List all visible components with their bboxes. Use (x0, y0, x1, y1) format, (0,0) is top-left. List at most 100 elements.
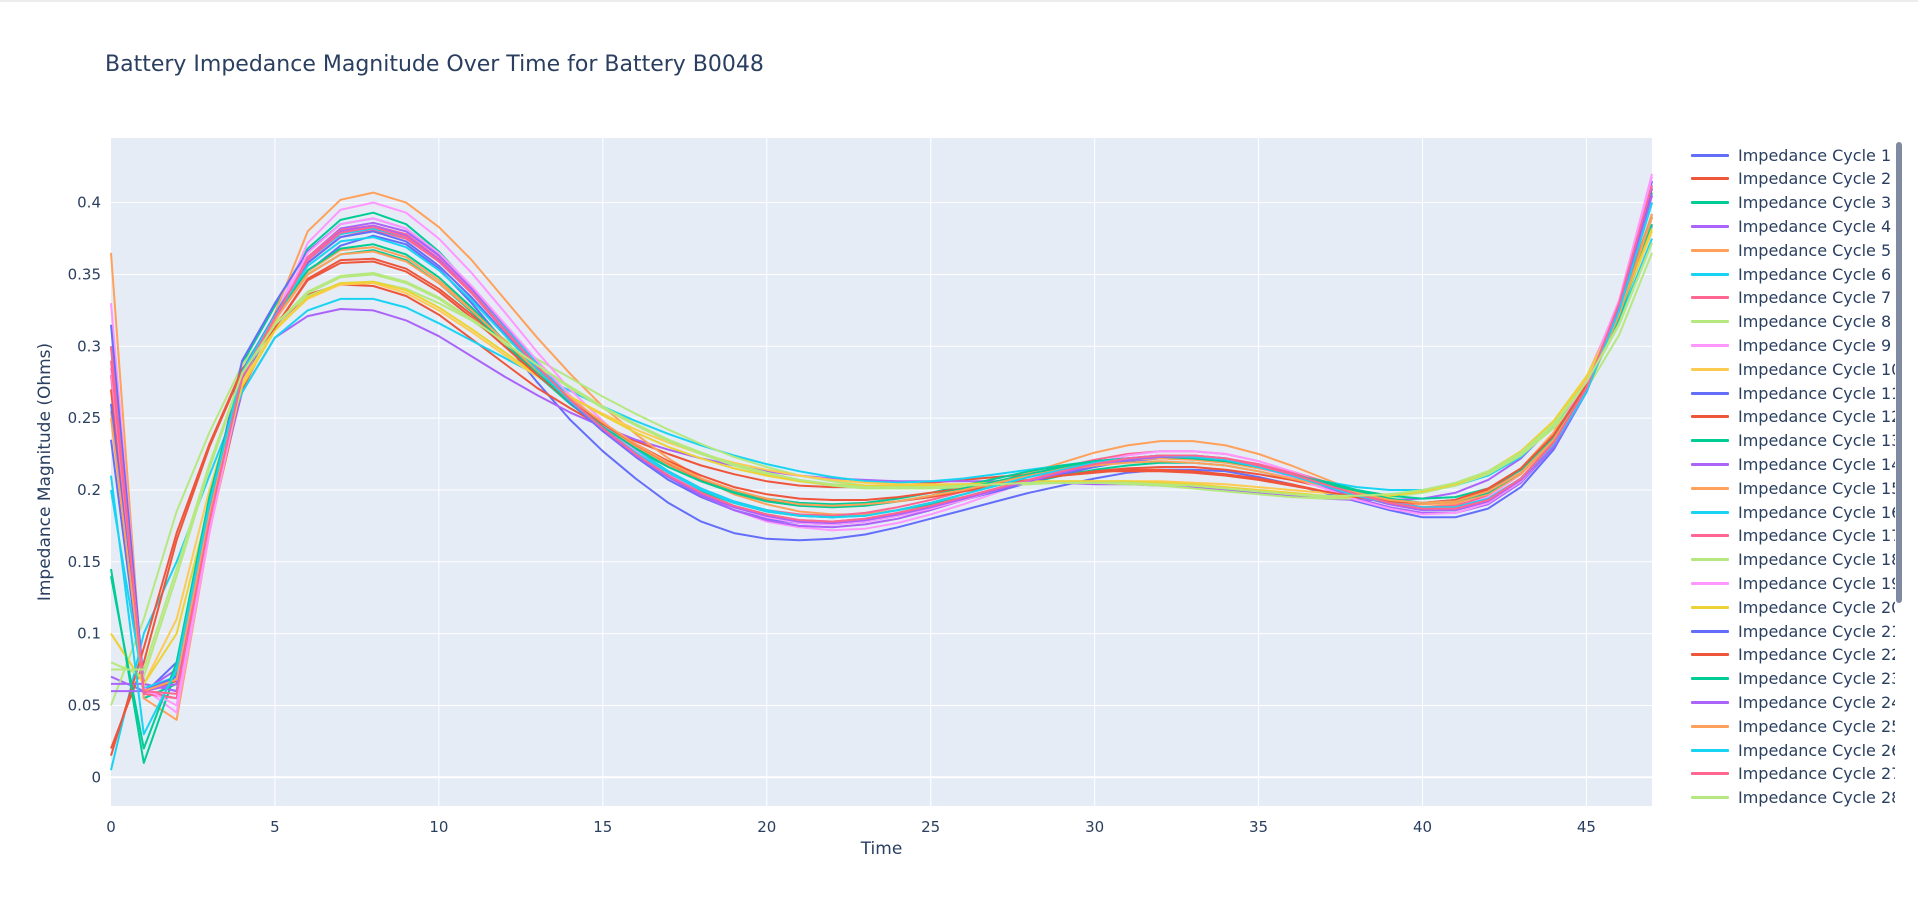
x-tick-label: 45 (1577, 818, 1596, 836)
legend-swatch (1691, 510, 1729, 514)
legend-swatch (1691, 415, 1729, 419)
legend: Impedance Cycle 1 Impedance Cycle 2 Impeda… (1680, 140, 1895, 820)
legend-item-cycle-8[interactable]: Impedance Cycle 8 (1680, 310, 1891, 334)
legend-swatch (1691, 534, 1729, 538)
legend-label: Impedance Cycle 26 (1738, 740, 1895, 760)
legend-swatch (1691, 248, 1729, 252)
legend-swatch (1691, 724, 1729, 728)
legend-label: Impedance Cycle 20 (1738, 597, 1895, 617)
legend-label: Impedance Cycle 4 (1738, 216, 1892, 236)
y-tick-label: 0 (91, 768, 101, 786)
legend-label: Impedance Cycle 10 (1738, 359, 1895, 379)
legend-item-cycle-14[interactable]: Impedance Cycle 14 (1680, 452, 1895, 476)
series-line-cycle-28[interactable] (111, 242, 1653, 671)
x-tick-labels: 0 5 10 15 20 25 30 35 40 45 (106, 818, 1596, 836)
legend-item-cycle-21[interactable]: Impedance Cycle 21 (1680, 619, 1895, 643)
legend-label: Impedance Cycle 13 (1738, 431, 1895, 451)
series-line-cycle-25[interactable] (110, 216, 1653, 693)
legend-item-cycle-27[interactable]: Impedance Cycle 27 (1680, 762, 1895, 786)
series-line-cycle-22[interactable] (110, 216, 1653, 756)
legend-label: Impedance Cycle 1 (1738, 145, 1892, 165)
legend-label: Impedance Cycle 21 (1738, 621, 1895, 641)
legend-item-cycle-6[interactable]: Impedance Cycle 6 (1680, 262, 1891, 286)
legend-label: Impedance Cycle 23 (1738, 669, 1895, 689)
legend-item-cycle-19[interactable]: Impedance Cycle 19 (1680, 571, 1895, 595)
legend-swatch (1691, 272, 1729, 276)
legend-swatch (1691, 177, 1729, 181)
legend-swatch (1691, 296, 1729, 300)
y-tick-label: 0.2 (77, 481, 101, 499)
legend-item-cycle-16[interactable]: Impedance Cycle 16 (1680, 500, 1895, 524)
legend-item-cycle-28[interactable]: Impedance Cycle 28 (1680, 786, 1895, 810)
series-line-cycle-20[interactable] (110, 228, 1653, 685)
legend-item-cycle-26[interactable]: Impedance Cycle 26 (1680, 738, 1895, 762)
series-line-cycle-19[interactable] (110, 176, 1653, 707)
y-tick-label: 0.05 (68, 696, 101, 714)
legend-item-cycle-18[interactable]: Impedance Cycle 18 (1680, 548, 1895, 572)
legend-item-cycle-11[interactable]: Impedance Cycle 11 (1680, 381, 1895, 405)
x-tick-label: 40 (1413, 818, 1432, 836)
y-tick-label: 0.1 (77, 625, 101, 643)
legend-label: Impedance Cycle 19 (1738, 573, 1895, 593)
y-tick-label: 0.25 (68, 409, 101, 427)
legend-item-cycle-5[interactable]: Impedance Cycle 5 (1680, 238, 1891, 262)
legend-item-cycle-1[interactable]: Impedance Cycle 1 (1680, 143, 1891, 167)
x-tick-label: 15 (593, 818, 612, 836)
legend-item-cycle-7[interactable]: Impedance Cycle 7 (1680, 286, 1891, 310)
series-line-cycle-13[interactable] (110, 223, 1653, 764)
legend-label: Impedance Cycle 14 (1738, 454, 1895, 474)
legend-item-cycle-24[interactable]: Impedance Cycle 24 (1680, 690, 1895, 714)
legend-item-cycle-25[interactable]: Impedance Cycle 25 (1680, 714, 1895, 738)
top-border (0, 0, 1918, 2)
x-axis-title: Time (860, 839, 903, 859)
legend-label: Impedance Cycle 28 (1738, 788, 1895, 808)
x-tick-label: 10 (429, 818, 448, 836)
legend-label: Impedance Cycle 6 (1738, 264, 1892, 284)
series-line-cycle-14[interactable] (111, 195, 1653, 693)
legend-item-cycle-3[interactable]: Impedance Cycle 3 (1680, 191, 1891, 215)
legend-item-cycle-23[interactable]: Impedance Cycle 23 (1680, 667, 1895, 691)
legend-swatch (1691, 391, 1729, 395)
legend-item-cycle-17[interactable]: Impedance Cycle 17 (1680, 524, 1895, 548)
legend-swatch (1691, 558, 1729, 562)
legend-item-cycle-4[interactable]: Impedance Cycle 4 (1680, 214, 1891, 238)
legend-swatch (1691, 153, 1729, 157)
legend-swatch (1691, 581, 1729, 585)
legend-scrollbar[interactable] (1896, 142, 1902, 603)
legend-label: Impedance Cycle 17 (1738, 526, 1895, 546)
legend-item-cycle-12[interactable]: Impedance Cycle 12 (1680, 405, 1895, 429)
legend-label: Impedance Cycle 12 (1738, 407, 1895, 427)
legend-label: Impedance Cycle 15 (1738, 478, 1895, 498)
x-tick-label: 5 (270, 818, 280, 836)
legend-label: Impedance Cycle 25 (1738, 716, 1895, 736)
legend-item-cycle-2[interactable]: Impedance Cycle 2 (1680, 167, 1891, 191)
legend-label: Impedance Cycle 22 (1738, 645, 1895, 665)
legend-swatch (1691, 462, 1729, 466)
legend-label: Impedance Cycle 2 (1738, 169, 1892, 189)
legend-item-cycle-22[interactable]: Impedance Cycle 22 (1680, 643, 1895, 667)
grid-layer (111, 138, 1652, 806)
legend-swatch (1691, 486, 1729, 490)
y-tick-label: 0.3 (77, 337, 101, 355)
legend-swatch (1691, 629, 1729, 633)
legend-swatch (1691, 772, 1729, 776)
series-line-cycle-24[interactable] (111, 195, 1653, 693)
legend-label: Impedance Cycle 7 (1738, 288, 1892, 308)
legend-item-cycle-9[interactable]: Impedance Cycle 9 (1680, 333, 1891, 357)
y-tick-labels: 0 0.05 0.1 0.15 0.2 0.25 0.3 0.35 0.4 (68, 194, 101, 787)
legend-label: Impedance Cycle 24 (1738, 692, 1895, 712)
legend-item-cycle-10[interactable]: Impedance Cycle 10 (1680, 357, 1895, 381)
series-line-cycle-6[interactable] (110, 238, 1653, 771)
x-tick-label: 30 (1085, 818, 1104, 836)
legend-swatch (1691, 700, 1729, 704)
plot-background[interactable] (111, 138, 1652, 806)
legend-item-cycle-13[interactable]: Impedance Cycle 13 (1680, 429, 1895, 453)
legend-swatch (1691, 605, 1729, 609)
series-line-cycle-27[interactable] (110, 185, 1653, 695)
legend-label: Impedance Cycle 16 (1738, 502, 1895, 522)
legend-item-cycle-15[interactable]: Impedance Cycle 15 (1680, 476, 1895, 500)
legend-swatch (1691, 343, 1729, 347)
legend-item-cycle-20[interactable]: Impedance Cycle 20 (1680, 595, 1895, 619)
x-tick-label: 20 (757, 818, 776, 836)
legend-swatch (1691, 439, 1729, 443)
